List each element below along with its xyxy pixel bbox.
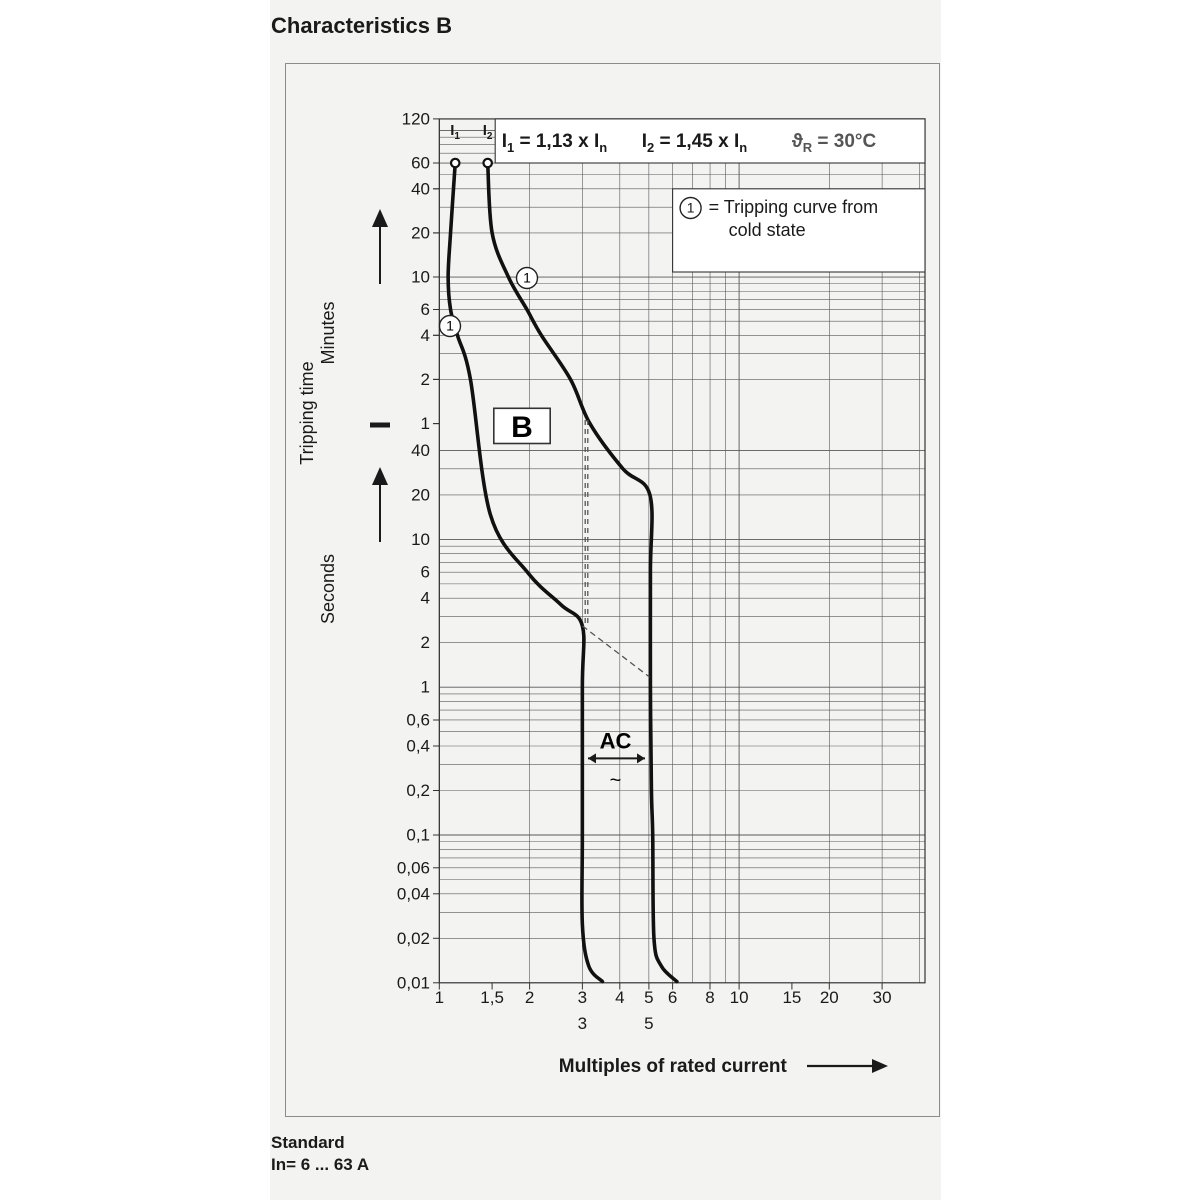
svg-text:6: 6	[421, 300, 430, 319]
svg-text:0,02: 0,02	[397, 929, 430, 948]
svg-text:cold state: cold state	[729, 220, 806, 240]
svg-text:5: 5	[644, 1014, 653, 1033]
svg-text:3: 3	[578, 988, 587, 1007]
svg-text:0,06: 0,06	[397, 858, 430, 877]
svg-text:1,5: 1,5	[480, 988, 504, 1007]
svg-text:1: 1	[687, 200, 695, 216]
svg-text:= Tripping curve from: = Tripping curve from	[709, 197, 879, 217]
svg-text:0,2: 0,2	[406, 781, 430, 800]
svg-text:2: 2	[525, 988, 534, 1007]
svg-text:Multiples of rated current: Multiples of rated current	[559, 1056, 788, 1077]
svg-text:0,6: 0,6	[406, 711, 430, 730]
svg-text:0,01: 0,01	[397, 973, 430, 992]
svg-text:~: ~	[610, 769, 622, 791]
svg-text:20: 20	[820, 988, 839, 1007]
svg-text:20: 20	[411, 223, 430, 242]
svg-text:40: 40	[411, 441, 430, 460]
svg-text:120: 120	[402, 109, 430, 128]
svg-text:60: 60	[411, 154, 430, 173]
svg-text:15: 15	[782, 988, 801, 1007]
svg-text:1: 1	[421, 414, 430, 433]
svg-text:I2 = 1,45 x In: I2 = 1,45 x In	[642, 131, 748, 155]
svg-text:10: 10	[411, 268, 430, 287]
svg-text:I2: I2	[483, 122, 493, 142]
svg-text:6: 6	[421, 563, 430, 582]
svg-text:4: 4	[615, 988, 624, 1007]
svg-text:2: 2	[421, 633, 430, 652]
svg-text:3: 3	[578, 1014, 587, 1033]
svg-text:1: 1	[421, 678, 430, 697]
svg-text:1: 1	[435, 988, 444, 1007]
svg-text:20: 20	[411, 485, 430, 504]
svg-text:40: 40	[411, 179, 430, 198]
svg-text:1: 1	[446, 318, 454, 334]
svg-text:10: 10	[730, 988, 749, 1007]
svg-text:6: 6	[668, 988, 677, 1007]
svg-text:I1: I1	[450, 122, 460, 142]
svg-text:2: 2	[421, 370, 430, 389]
svg-text:AC: AC	[600, 728, 632, 753]
svg-text:8: 8	[705, 988, 714, 1007]
svg-text:4: 4	[421, 326, 430, 345]
svg-text:Minutes: Minutes	[318, 301, 338, 364]
svg-text:0,04: 0,04	[397, 884, 430, 903]
svg-text:I1 = 1,13 x In: I1 = 1,13 x In	[502, 131, 608, 155]
svg-text:5: 5	[644, 988, 653, 1007]
svg-text:Seconds: Seconds	[318, 554, 338, 624]
svg-text:10: 10	[411, 530, 430, 549]
svg-text:0,4: 0,4	[406, 737, 430, 756]
svg-text:30: 30	[873, 988, 892, 1007]
svg-text:0,1: 0,1	[406, 826, 430, 845]
svg-text:4: 4	[421, 589, 430, 608]
svg-text:B: B	[511, 411, 533, 444]
svg-text:1: 1	[523, 270, 531, 286]
svg-text:Tripping time: Tripping time	[297, 361, 317, 464]
